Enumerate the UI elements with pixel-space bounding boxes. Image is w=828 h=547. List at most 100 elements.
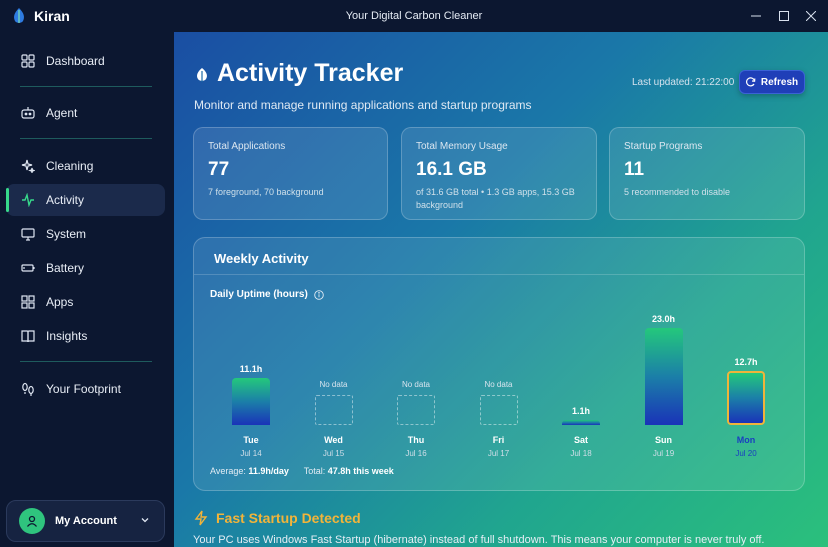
maximize-icon	[779, 11, 789, 21]
stat-sub: of 31.6 GB total • 1.3 GB apps, 15.3 GB …	[416, 187, 575, 210]
bar-day-thu[interactable]: No data Thu Jul 16	[386, 308, 446, 458]
alert-text: Your PC uses Windows Fast Startup (hiber…	[193, 534, 765, 546]
lightning-icon	[194, 510, 208, 526]
bar	[232, 378, 270, 425]
bar-placeholder	[314, 395, 353, 425]
x-tick-date: Jul 18	[570, 449, 592, 458]
x-tick-label: Tue	[243, 435, 259, 445]
leaf-logo-icon	[14, 8, 24, 23]
stat-sub: 5 recommended to disable	[624, 187, 731, 197]
window-title: Your Digital Carbon Cleaner	[345, 10, 483, 22]
avatar	[19, 508, 45, 534]
divider	[20, 138, 152, 139]
weekly-activity-card: Weekly Activity Daily Uptime (hours) 11.…	[193, 237, 805, 491]
bar-value-label: No data	[319, 380, 348, 389]
weekly-summary: Average: 11.9h/day Total: 47.8h this wee…	[210, 466, 394, 476]
monitor-icon	[20, 226, 36, 242]
main-panel: Activity Tracker Monitor and manage runn…	[174, 32, 828, 547]
x-tick-date: Jul 14	[240, 449, 262, 458]
activity-icon	[20, 192, 36, 208]
maximize-button[interactable]	[774, 6, 794, 26]
last-updated: Last updated: 21:22:00	[632, 77, 735, 88]
stat-label: Startup Programs	[624, 141, 703, 152]
title-bar: Kiran Your Digital Carbon Cleaner	[0, 0, 828, 32]
bar-value-label: 1.1h	[571, 406, 590, 417]
sidebar-item-label: Agent	[46, 106, 78, 120]
stat-card-startup: Startup Programs 11 5 recommended to dis…	[609, 127, 805, 220]
app-name: Kiran	[34, 8, 70, 24]
stat-sub: 7 foreground, 70 background	[208, 187, 324, 197]
total-value: 47.8h this week	[327, 466, 394, 476]
minimize-icon	[751, 15, 761, 17]
sidebar-item-label: Apps	[46, 295, 74, 309]
x-tick-label: Fri	[492, 435, 505, 445]
x-tick-label: Sun	[655, 435, 672, 445]
alert-title-text: Fast Startup Detected	[216, 510, 361, 526]
bar-day-fri[interactable]: No data Fri Jul 17	[469, 308, 529, 458]
minimize-button[interactable]	[746, 6, 766, 26]
bar	[562, 420, 600, 425]
x-tick-date: Jul 19	[652, 449, 675, 458]
book-icon	[20, 328, 36, 344]
total-label: Total:	[303, 466, 326, 476]
stat-value: 11	[624, 159, 645, 180]
x-tick-date: Jul 16	[405, 449, 427, 458]
sidebar-item-apps[interactable]: Apps	[6, 286, 165, 318]
footprints-icon	[20, 381, 36, 397]
stat-value: 16.1 GB	[416, 159, 487, 180]
sidebar-item-footprint[interactable]: Your Footprint	[6, 373, 165, 405]
sidebar-item-cleaning[interactable]: Cleaning	[6, 150, 165, 182]
battery-icon	[20, 260, 36, 276]
bar-value-label: 11.1h	[239, 364, 263, 375]
sidebar-item-battery[interactable]: Battery	[6, 252, 165, 284]
sidebar-item-activity[interactable]: Activity	[6, 184, 165, 216]
sidebar-item-label: Cleaning	[46, 159, 94, 173]
leaf-icon	[197, 68, 207, 82]
stat-value: 77	[208, 159, 230, 180]
bar-placeholder	[479, 395, 518, 425]
stat-card-memory: Total Memory Usage 16.1 GB of 31.6 GB to…	[401, 127, 597, 220]
sidebar-item-insights[interactable]: Insights	[6, 320, 165, 352]
sidebar-item-label: Battery	[46, 261, 85, 275]
x-tick-label: Mon	[736, 435, 756, 445]
refresh-icon	[745, 77, 756, 87]
account-button[interactable]: My Account	[6, 500, 165, 542]
sidebar-item-label: Insights	[46, 329, 88, 343]
grid-icon	[20, 53, 36, 69]
sidebar-item-label: Activity	[46, 193, 85, 207]
bar-day-tue[interactable]: 11.1h Tue Jul 14	[221, 308, 281, 458]
x-tick-date: Jul 20	[735, 449, 757, 458]
bar	[644, 328, 683, 425]
sidebar-item-label: Your Footprint	[46, 382, 121, 396]
alert-title: Fast Startup Detected	[194, 510, 361, 526]
chart-label: Daily Uptime (hours)	[210, 289, 324, 300]
divider	[194, 274, 804, 275]
bar-day-wed[interactable]: No data Wed Jul 15	[304, 308, 364, 458]
sidebar-item-dashboard[interactable]: Dashboard	[6, 45, 165, 77]
sidebar-item-label: Dashboard	[46, 54, 105, 68]
x-tick-date: Jul 15	[322, 449, 345, 458]
sparkle-icon	[20, 158, 36, 174]
refresh-label: Refresh	[760, 76, 799, 88]
page-subtitle: Monitor and manage running applications …	[194, 98, 532, 112]
stat-label: Total Applications	[208, 141, 286, 152]
bar-value-label: 12.7h	[734, 357, 758, 368]
bar-day-mon[interactable]: 12.7h Mon Jul 20	[716, 308, 776, 458]
sidebar-item-agent[interactable]: Agent	[6, 97, 165, 129]
bar-value-label: No data	[484, 380, 513, 389]
x-tick-label: Wed	[324, 435, 343, 445]
bar	[727, 371, 765, 425]
sidebar-item-label: System	[46, 227, 87, 241]
close-button[interactable]	[801, 6, 821, 26]
refresh-button[interactable]: Refresh	[739, 70, 805, 94]
info-icon[interactable]	[314, 289, 324, 300]
weekly-title: Weekly Activity	[214, 251, 309, 266]
bar-value-label: 23.0h	[651, 314, 675, 324]
sidebar-item-system[interactable]: System	[6, 218, 165, 250]
stat-label: Total Memory Usage	[416, 141, 508, 152]
user-icon	[26, 515, 38, 527]
account-label: My Account	[55, 515, 117, 527]
bar-day-sun[interactable]: 23.0h Sun Jul 19	[634, 308, 694, 458]
bar-day-sat[interactable]: 1.1h Sat Jul 18	[551, 308, 611, 458]
apps-icon	[20, 294, 36, 310]
